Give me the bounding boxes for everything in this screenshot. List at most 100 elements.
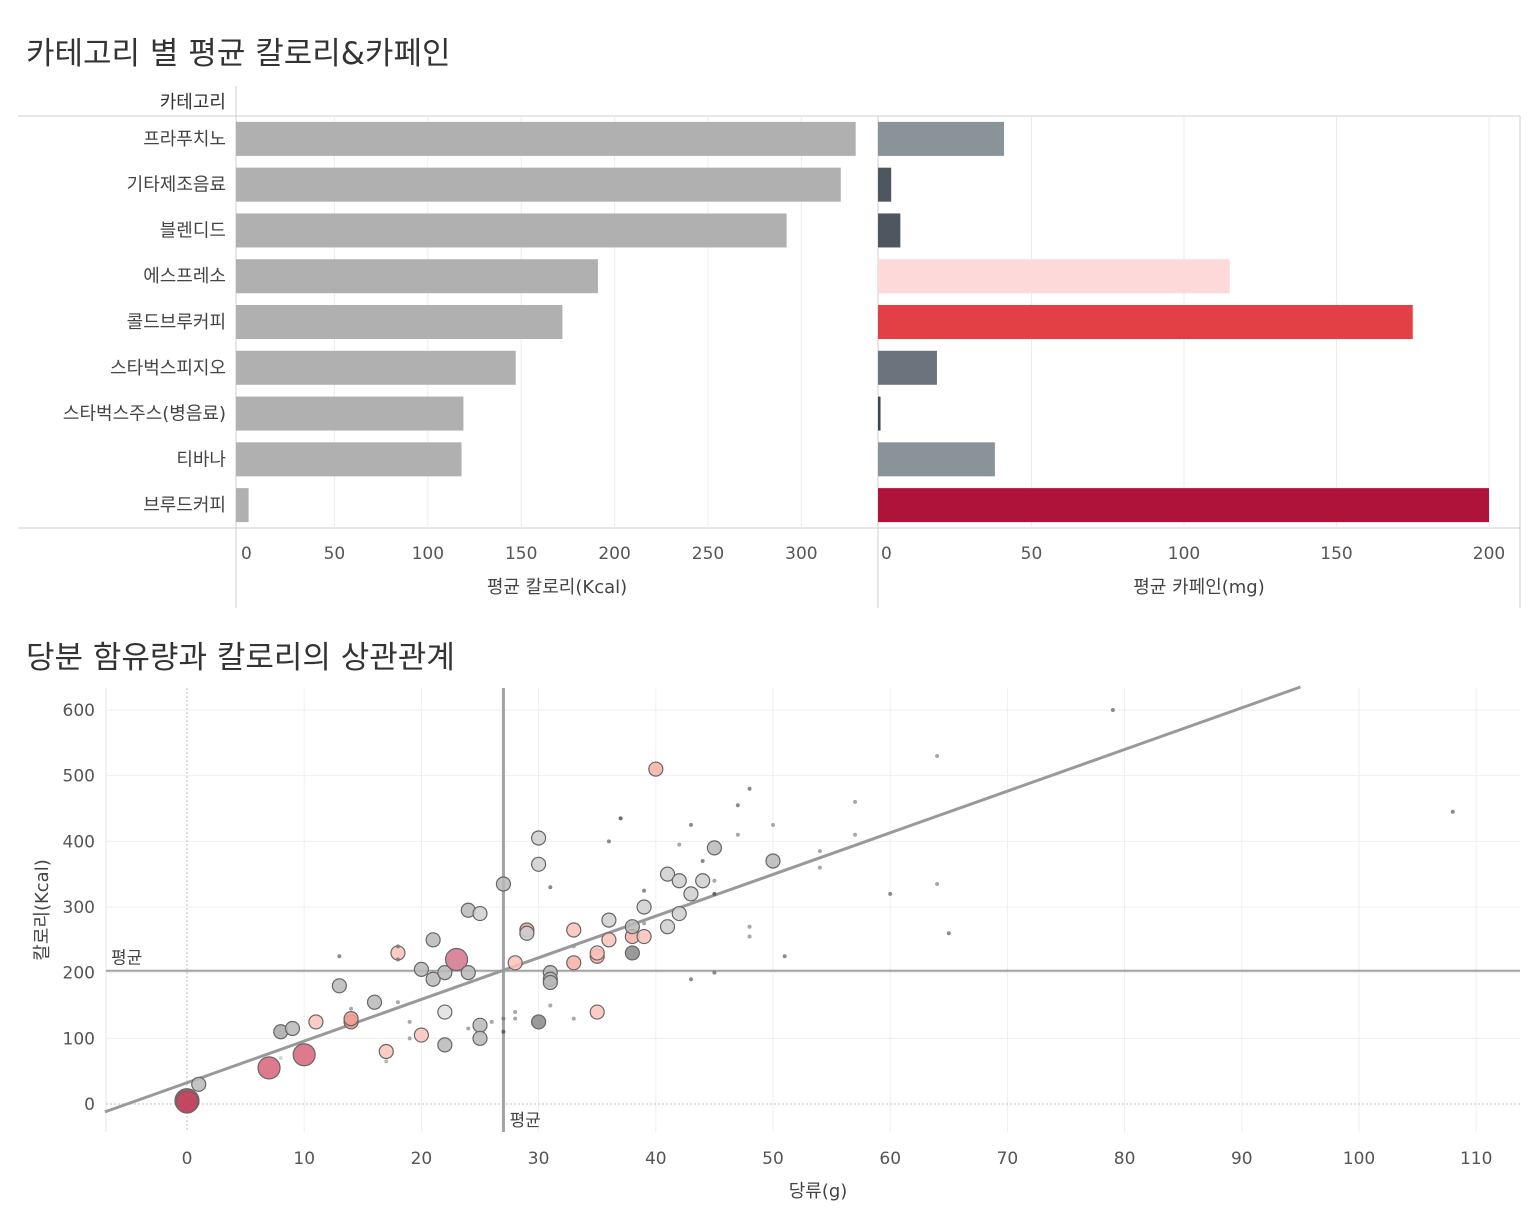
category-label: 블렌디드 [160,220,226,241]
scatter-y-tick: 300 [63,898,95,918]
scatter-x-tick: 10 [293,1149,315,1169]
scatter-point [659,919,676,935]
scatter-point [935,882,940,887]
caffeine-tick-label: 0 [881,544,892,564]
scatter-point [706,840,723,856]
caffeine-tick-label: 200 [1473,544,1505,564]
row-header: 카테고리 [160,92,226,113]
scatter-point [688,822,693,827]
scatter-point [530,1014,547,1030]
scatter-point [817,849,822,854]
calorie-tick-label: 100 [412,544,444,564]
scatter-point [501,1016,506,1021]
caffeine-tick-label: 150 [1320,544,1352,564]
scatter-point [735,832,740,837]
scatter-point [642,888,647,893]
scatter-point [530,830,547,846]
scatter-point [384,1059,389,1064]
scatter-point [853,832,858,837]
scatter-point [472,1030,488,1046]
scatter-point [566,922,582,938]
scatter-point [378,1043,394,1060]
scatter-point [747,924,752,929]
scatter-point [437,1004,453,1020]
scatter-section-title: 당분 함유량과 칼로리의 상관관계 [26,640,455,676]
scatter-point [601,912,617,928]
calorie-bar [236,396,464,431]
scatter-point [437,1037,453,1053]
caffeine-bar [878,488,1489,523]
scatter-point [771,822,775,827]
scatter-point [292,1043,316,1067]
calorie-bar [236,488,249,523]
scatter-point [571,1016,576,1021]
scatter-point [935,753,940,758]
trend-line [104,685,1301,1114]
scatter-y-tick: 500 [63,767,95,787]
scatter-point [542,974,558,991]
scatter-point [677,842,682,847]
scatter-y-tick: 0 [84,1095,95,1115]
scatter-point [747,786,752,791]
scatter-point [495,876,512,892]
scatter-point [624,919,640,935]
scatter-point [571,944,576,949]
scatter-point [472,905,488,922]
scatter-y-tick: 200 [63,964,95,984]
scatter-x-tick: 30 [528,1149,550,1169]
category-label: 기타제조음료 [127,175,226,196]
scatter-point [413,1027,429,1043]
scatter-point [659,866,676,882]
scatter-point [735,803,740,808]
scatter-x-tick: 100 [1343,1149,1375,1169]
bar-section-title: 카테고리 별 평균 칼로리&카페인 [26,36,451,72]
scatter-point [566,955,582,971]
scatter-point [618,816,623,821]
scatter-point [712,878,717,883]
caffeine-bar [878,167,892,202]
category-label: 콜드브루커피 [127,312,226,333]
scatter-point [636,928,652,945]
category-label: 티바나 [176,449,226,470]
calorie-bar [236,442,462,477]
scatter-point [817,865,822,870]
scatter-x-tick: 0 [182,1149,193,1169]
caffeine-bar [878,396,881,431]
scatter-point [395,1000,400,1005]
category-label: 브루드커피 [143,495,226,516]
x-average-label: 평균 [509,1111,540,1131]
scatter-x-tick: 70 [997,1149,1019,1169]
scatter-point [395,957,400,962]
scatter-y-tick: 600 [63,701,95,721]
scatter-point [589,1004,605,1020]
scatter-x-tick: 110 [1460,1149,1492,1169]
scatter-point [548,885,553,890]
calorie-tick-label: 0 [241,544,252,564]
scatter-point [407,1036,412,1041]
caffeine-tick-label: 50 [1021,544,1043,564]
scatter-point [395,944,400,949]
scatter-point [648,761,664,777]
caffeine-bar [878,442,995,477]
scatter-point [257,1056,281,1080]
scatter-point [853,799,858,804]
scatter-point [589,945,605,961]
scatter-point [337,954,342,959]
scatter-point [349,1006,354,1011]
calorie-bar [236,213,787,248]
scatter-point [624,945,640,961]
scatter-point [425,932,441,948]
scatter-point [175,1090,199,1114]
scatter-x-tick: 90 [1231,1149,1253,1169]
scatter-point [683,886,699,902]
scatter-x-tick: 20 [411,1149,433,1169]
caffeine-bar [878,121,1005,156]
caffeine-bar [878,305,1413,339]
calorie-tick-label: 250 [692,544,724,564]
scatter-point [444,947,469,972]
scatter-point [1450,809,1455,814]
scatter-point [606,839,611,844]
scatter-point [191,1076,207,1092]
calorie-tick-label: 300 [785,544,817,564]
scatter-point [636,899,652,915]
